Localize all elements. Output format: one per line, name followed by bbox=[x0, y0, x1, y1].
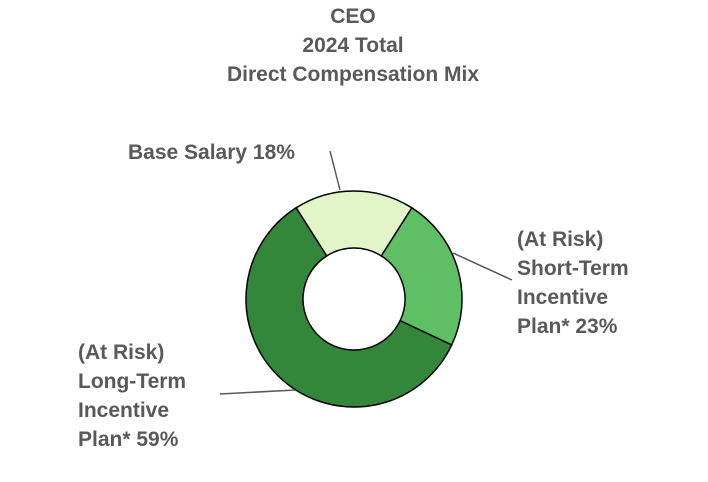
slice-label-long-term-line-1: (At Risk) bbox=[78, 341, 164, 364]
slice-label-short-term-line-4: Plan* 23% bbox=[517, 315, 618, 338]
slice-label-long-term-line-2: Long-Term bbox=[78, 370, 186, 393]
chart-title: CEO 2024 Total Direct Compensation Mix bbox=[227, 5, 479, 86]
slice-label-short-term-line-3: Incentive bbox=[517, 286, 608, 309]
slice-base-salary bbox=[295, 190, 413, 257]
slice-label-long-term-line-4: Plan* 59% bbox=[78, 428, 179, 451]
donut-slices bbox=[245, 190, 463, 408]
slice-labels: Base Salary 18% (At Risk) Short-Term Inc… bbox=[78, 141, 629, 451]
chart-title-line-3: Direct Compensation Mix bbox=[227, 63, 479, 86]
leader-line-long-term bbox=[219, 389, 296, 395]
slice-label-short-term-line-2: Short-Term bbox=[517, 257, 629, 280]
chart-title-line-1: CEO bbox=[330, 5, 376, 28]
slice-label-base-salary: Base Salary 18% bbox=[128, 141, 295, 164]
leader-lines bbox=[219, 150, 513, 395]
slice-long-term-incentive bbox=[245, 206, 453, 408]
slice-short-term-incentive bbox=[380, 206, 463, 346]
leader-line-base-salary bbox=[329, 150, 341, 191]
slice-label-long-term-line-3: Incentive bbox=[78, 399, 169, 422]
leader-line-short-term bbox=[452, 252, 513, 281]
slice-label-short-term-line-1: (At Risk) bbox=[517, 228, 603, 251]
chart-title-line-2: 2024 Total bbox=[302, 34, 403, 57]
